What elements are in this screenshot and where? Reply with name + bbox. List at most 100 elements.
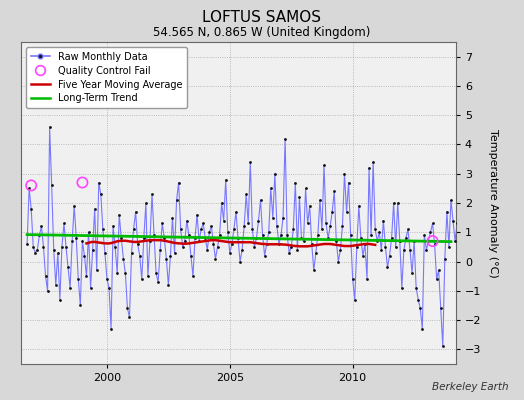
Point [156,247,165,253]
Point [494,208,502,215]
Point [209,241,217,247]
Point [51,282,60,288]
Point [187,252,195,259]
Point [227,241,236,247]
Point [420,232,429,238]
Point [224,229,232,236]
Point [181,238,189,244]
Point [103,276,111,282]
Point [396,238,404,244]
Point [248,226,257,232]
Point [391,244,400,250]
Point [402,235,410,241]
Point [250,244,258,250]
Point [406,247,414,253]
Point [467,203,476,209]
Point [205,229,214,236]
Point [369,159,377,165]
Point [295,194,303,200]
Point [416,305,424,312]
Point [412,285,420,291]
Point [488,241,496,247]
Point [277,232,285,238]
Point [472,250,480,256]
Point [164,282,172,288]
Point [177,226,185,232]
Point [355,203,363,209]
Point [385,252,394,259]
Point [353,244,361,250]
Point [144,273,152,279]
Point [174,179,183,186]
Point [475,244,484,250]
Point [463,238,472,244]
Point [336,247,345,253]
Point [244,220,253,227]
Point [363,276,371,282]
Point [404,226,412,232]
Point [344,179,353,186]
Point [490,250,498,256]
Point [58,244,66,250]
Point [150,232,158,238]
Point [60,220,68,227]
Point [189,273,197,279]
Point [470,217,478,224]
Point [23,241,31,247]
Point [70,203,79,209]
Point [105,285,113,291]
Point [303,220,312,227]
Point [211,256,220,262]
Point [48,182,56,189]
Point [428,220,436,227]
Point [334,258,343,265]
Point [72,235,81,241]
Point [111,244,119,250]
Point [482,270,490,276]
Point [191,235,199,241]
Point [486,247,494,253]
Point [93,267,101,274]
Point [316,197,324,203]
Point [451,238,459,244]
Point [408,270,416,276]
Point [398,285,406,291]
Point [365,165,373,171]
Point [314,232,322,238]
Point [432,276,441,282]
Point [129,226,138,232]
Point [479,247,488,253]
Point [434,267,443,274]
Point [39,244,48,250]
Point [477,226,486,232]
Point [195,238,203,244]
Point [330,188,339,194]
Point [183,217,191,224]
Point [89,247,97,253]
Point [80,252,89,259]
Point [439,343,447,350]
Point [62,244,70,250]
Point [160,235,169,241]
Point [377,247,386,253]
Point [449,217,457,224]
Point [310,267,318,274]
Point [387,235,396,241]
Point [27,182,36,189]
Point [260,252,269,259]
Point [94,179,103,186]
Point [148,191,156,198]
Point [152,270,160,276]
Point [447,197,455,203]
Point [326,223,334,230]
Point [99,226,107,232]
Point [56,296,64,303]
Point [443,208,451,215]
Point [31,250,39,256]
Point [78,179,86,186]
Point [367,232,375,238]
Point [234,235,242,241]
Point [33,247,41,253]
Point [46,124,54,130]
Point [91,206,99,212]
